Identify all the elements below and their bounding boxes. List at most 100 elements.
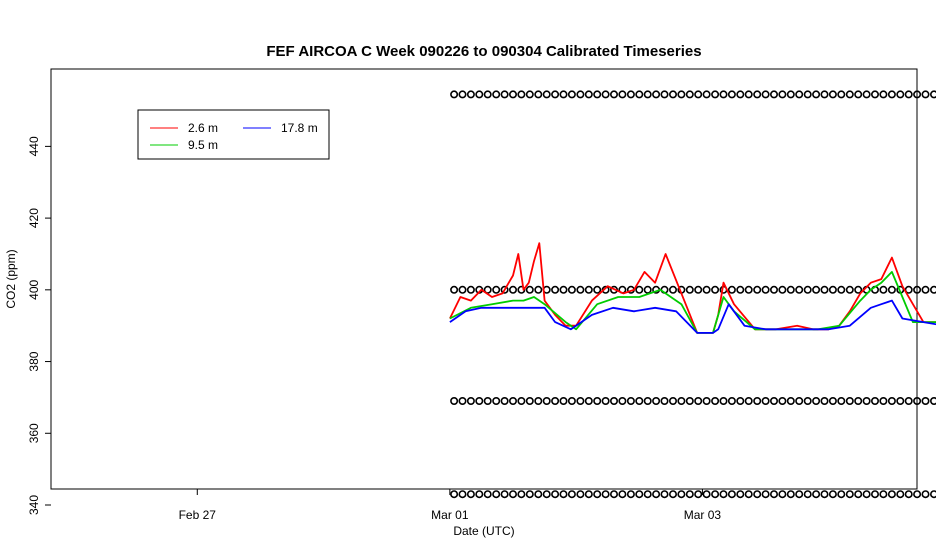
- y-axis: 340 360 380 400 420 440: [27, 136, 51, 515]
- calibration-point: [609, 396, 618, 405]
- calibration-point: [854, 490, 863, 499]
- calibration-point: [660, 90, 669, 99]
- calibration-point: [711, 90, 720, 99]
- calibration-point: [837, 285, 846, 294]
- calibration-point: [702, 396, 711, 405]
- x-tick-label: Mar 03: [684, 508, 722, 522]
- calibration-point: [913, 490, 922, 499]
- calibration-point: [812, 285, 821, 294]
- calibration-point: [719, 396, 728, 405]
- calibration-point: [517, 90, 526, 99]
- calibration-point: [854, 285, 863, 294]
- y-tick-label: 380: [27, 351, 41, 371]
- calibration-point: [736, 90, 745, 99]
- series-lines: [449, 242, 936, 334]
- calibration-point: [711, 490, 720, 499]
- calibration-point: [753, 90, 762, 99]
- calibration-point: [921, 396, 930, 405]
- calibration-point: [618, 396, 627, 405]
- series-line-2-6-m: [449, 242, 936, 334]
- x-tick-label: Mar 01: [431, 508, 469, 522]
- calibration-point: [921, 285, 930, 294]
- calibration-point: [862, 396, 871, 405]
- x-tick-label: Feb 27: [179, 508, 217, 522]
- calibration-point: [643, 90, 652, 99]
- calibration-point: [786, 90, 795, 99]
- calibration-point: [921, 490, 930, 499]
- calibration-point: [668, 285, 677, 294]
- calibration-point: [795, 396, 804, 405]
- calibration-point: [904, 396, 913, 405]
- calibration-point: [887, 285, 896, 294]
- calibration-point: [744, 396, 753, 405]
- calibration-point: [542, 490, 551, 499]
- x-axis-label: Date (UTC): [453, 524, 514, 538]
- calibration-point: [635, 285, 644, 294]
- calibration-point: [711, 396, 720, 405]
- calibration-point: [727, 90, 736, 99]
- calibration-point: [896, 90, 905, 99]
- calibration-point: [803, 90, 812, 99]
- calibration-point: [559, 490, 568, 499]
- calibration-point: [525, 285, 534, 294]
- calibration-point: [576, 490, 585, 499]
- calibration-point: [466, 285, 475, 294]
- calibration-point: [786, 285, 795, 294]
- calibration-point: [702, 490, 711, 499]
- plot-frame: [50, 68, 918, 490]
- calibration-point: [584, 90, 593, 99]
- calibration-point: [492, 90, 501, 99]
- calibration-point: [727, 285, 736, 294]
- calibration-point: [803, 396, 812, 405]
- calibration-point: [896, 490, 905, 499]
- calibration-point: [753, 396, 762, 405]
- calibration-point: [500, 490, 509, 499]
- legend-label-17-8m: 17.8 m: [281, 121, 318, 135]
- calibration-point: [879, 396, 888, 405]
- calibration-point: [913, 396, 922, 405]
- y-tick-label: 360: [27, 423, 41, 443]
- calibration-point: [828, 285, 837, 294]
- legend-label-9-5m: 9.5 m: [188, 138, 218, 152]
- calibration-point: [887, 490, 896, 499]
- calibration-point: [601, 490, 610, 499]
- calibration-point: [534, 490, 543, 499]
- calibration-point: [643, 490, 652, 499]
- calibration-point: [567, 285, 576, 294]
- calibration-point: [542, 396, 551, 405]
- calibration-point: [887, 396, 896, 405]
- calibration-point: [879, 490, 888, 499]
- calibration-point: [719, 490, 728, 499]
- calibration-point: [769, 285, 778, 294]
- y-tick-label: 420: [27, 208, 41, 228]
- legend-label-2-6m: 2.6 m: [188, 121, 218, 135]
- calibration-point: [635, 490, 644, 499]
- calibration-point: [677, 90, 686, 99]
- calibration-point: [576, 285, 585, 294]
- calibration-point: [786, 490, 795, 499]
- calibration-point: [492, 285, 501, 294]
- calibration-point: [584, 285, 593, 294]
- calibration-point: [744, 285, 753, 294]
- calibration-point: [483, 396, 492, 405]
- calibration-point: [828, 396, 837, 405]
- calibration-point: [525, 90, 534, 99]
- calibration-point: [879, 90, 888, 99]
- calibration-point: [930, 90, 936, 99]
- calibration-point: [475, 490, 484, 499]
- calibration-point: [778, 396, 787, 405]
- calibration-point: [500, 285, 509, 294]
- calibration-point: [761, 490, 770, 499]
- calibration-point: [517, 490, 526, 499]
- calibration-point: [685, 90, 694, 99]
- calibration-point: [652, 396, 661, 405]
- calibration-point: [500, 396, 509, 405]
- calibration-point: [913, 90, 922, 99]
- calibration-point: [551, 396, 560, 405]
- calibration-point: [685, 285, 694, 294]
- calibration-point: [450, 490, 459, 499]
- calibration-point: [820, 396, 829, 405]
- legend-box: [137, 109, 330, 160]
- calibration-point: [508, 90, 517, 99]
- calibration-point: [483, 490, 492, 499]
